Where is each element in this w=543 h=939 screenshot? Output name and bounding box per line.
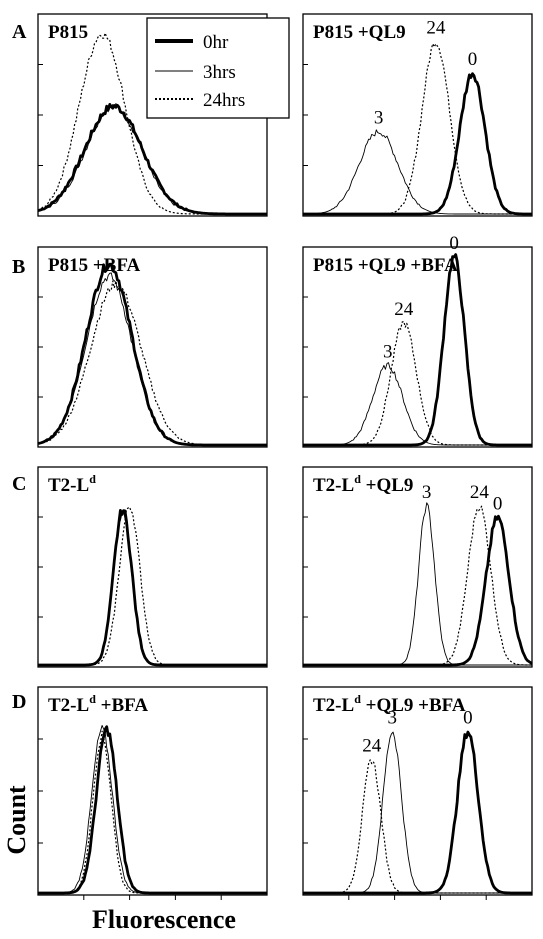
series-0hr — [303, 253, 532, 447]
peak-label: 0 — [493, 494, 503, 515]
peak-label: 24 — [394, 299, 414, 320]
panel-title-main: P815 +BFA — [48, 255, 141, 276]
panel-c-left: T2-Ld — [37, 466, 268, 668]
panel-title-suffix: +QL9 — [361, 475, 414, 496]
panel-title-main: T2-L — [48, 695, 89, 716]
row-letter-b: B — [12, 256, 25, 278]
row-letter-a: A — [12, 21, 27, 43]
series-3hrs — [303, 502, 532, 666]
peak-label: 3 — [388, 707, 398, 728]
panel-title-suffix: +BFA — [96, 695, 148, 716]
peak-label: 0 — [449, 233, 459, 254]
series-0hr — [303, 72, 532, 216]
panel-frame — [302, 246, 533, 448]
legend-label-24hrs: 24hrs — [203, 90, 245, 111]
panel-d-right: 243 0T2-Ld +QL9 +BFA — [302, 686, 533, 900]
panel-title: T2-Ld — [48, 472, 96, 496]
series-24hrs — [38, 730, 267, 894]
peak-label: 3 — [383, 341, 393, 362]
series-24hrs — [37, 32, 267, 215]
series-3hrs — [303, 362, 532, 446]
panel-frame — [37, 466, 268, 668]
series-3hrs — [38, 509, 267, 666]
panel-title-main: P815 +QL9 — [313, 22, 406, 43]
peak-label: 24 — [426, 18, 446, 39]
series-0hr — [38, 725, 267, 895]
series-24hrs — [303, 320, 532, 446]
peak-label: 0 — [463, 707, 473, 728]
series-24hrs — [303, 759, 532, 894]
series-0hr — [303, 730, 532, 895]
panel-title: T2-Ld +QL9 +BFA — [313, 692, 466, 716]
panel-title: P815 +QL9 — [313, 22, 406, 43]
peak-label: 3 — [422, 482, 432, 503]
series-0hr — [303, 514, 533, 667]
peak-label: 24 — [470, 482, 490, 503]
series-0hr — [37, 262, 267, 447]
legend: 0hr 3hrs 24hrs — [146, 17, 290, 119]
series-24hrs — [38, 506, 267, 666]
panel-title-sup: d — [354, 692, 361, 706]
series-3hrs — [38, 724, 267, 894]
panel-title: P815 +QL9 +BFA — [313, 255, 458, 276]
panel-d-left: T2-Ld +BFA — [37, 686, 268, 900]
series-0hr — [38, 509, 267, 667]
peak-label: 0 — [468, 49, 478, 70]
series-3hrs — [303, 731, 532, 894]
panel-frame — [302, 13, 533, 217]
panel-title: P815 +BFA — [48, 255, 141, 276]
panel-c-right: 3 240 T2-Ld +QL9 — [302, 466, 533, 668]
panel-title-main: T2-L — [313, 695, 354, 716]
row-letter-d: D — [12, 691, 26, 713]
panel-a-left: P815 — [37, 13, 268, 217]
y-axis-title: Count — [2, 785, 31, 855]
panel-title-main: T2-L — [313, 475, 354, 496]
series-24hrs — [303, 43, 532, 215]
panel-title-main: P815 — [48, 22, 88, 43]
row-letter-c: C — [12, 473, 26, 495]
legend-label-0hr: 0hr — [203, 32, 229, 53]
panel-title: T2-Ld +BFA — [48, 692, 148, 716]
series-24hrs — [37, 280, 267, 446]
panel-frame — [302, 686, 533, 896]
panel-title: T2-Ld +QL9 — [313, 472, 413, 496]
panel-frame — [37, 686, 268, 896]
series-3hrs — [37, 272, 267, 446]
panel-title-main: T2-L — [48, 475, 89, 496]
panel-a-right: 3 24 0 P815 +QL9 — [302, 13, 533, 217]
legend-box — [146, 17, 290, 119]
peak-label: 24 — [362, 736, 382, 757]
panel-title-suffix: +QL9 +BFA — [361, 695, 466, 716]
panel-title-main: P815 +QL9 +BFA — [313, 255, 458, 276]
panel-title-sup: d — [354, 472, 361, 486]
series-3hrs — [302, 129, 532, 215]
x-axis-title: Fluorescence — [92, 905, 236, 934]
panel-b-left: P815 +BFA — [37, 246, 268, 448]
panel-title-sup: d — [89, 472, 96, 486]
peak-label: 3 — [374, 108, 384, 129]
panel-title: P815 — [48, 22, 88, 43]
panel-title-sup: d — [89, 692, 96, 706]
legend-label-3hrs: 3hrs — [203, 62, 236, 83]
